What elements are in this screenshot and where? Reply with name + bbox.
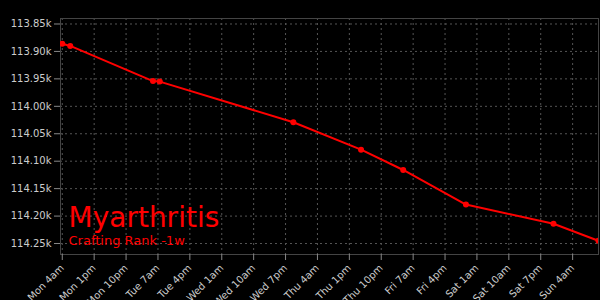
svg-text:Sun 4am: Sun 4am — [537, 262, 576, 300]
svg-text:Fri 4pm: Fri 4pm — [414, 262, 449, 297]
svg-text:114.00k: 114.00k — [11, 101, 52, 112]
svg-text:Myarthritis: Myarthritis — [69, 201, 220, 234]
svg-text:113.90k: 113.90k — [11, 46, 52, 57]
svg-text:Sat 1am: Sat 1am — [443, 262, 481, 300]
svg-text:114.05k: 114.05k — [11, 128, 52, 139]
svg-text:Sat 7pm: Sat 7pm — [506, 262, 545, 300]
svg-text:114.15k: 114.15k — [11, 183, 52, 194]
svg-text:114.20k: 114.20k — [11, 210, 52, 221]
svg-text:Thu 10pm: Thu 10pm — [341, 262, 385, 300]
svg-text:Sat 10am: Sat 10am — [471, 262, 513, 300]
svg-text:Fri 7am: Fri 7am — [383, 262, 417, 296]
svg-text:Mon 10pm: Mon 10pm — [84, 262, 129, 300]
svg-text:114.10k: 114.10k — [11, 155, 52, 166]
svg-text:114.25k: 114.25k — [11, 238, 52, 249]
svg-text:Crafting Rank -1w: Crafting Rank -1w — [69, 233, 186, 248]
svg-text:113.85k: 113.85k — [11, 18, 52, 29]
svg-text:113.95k: 113.95k — [11, 73, 52, 84]
svg-text:Tue 7am: Tue 7am — [123, 262, 162, 300]
